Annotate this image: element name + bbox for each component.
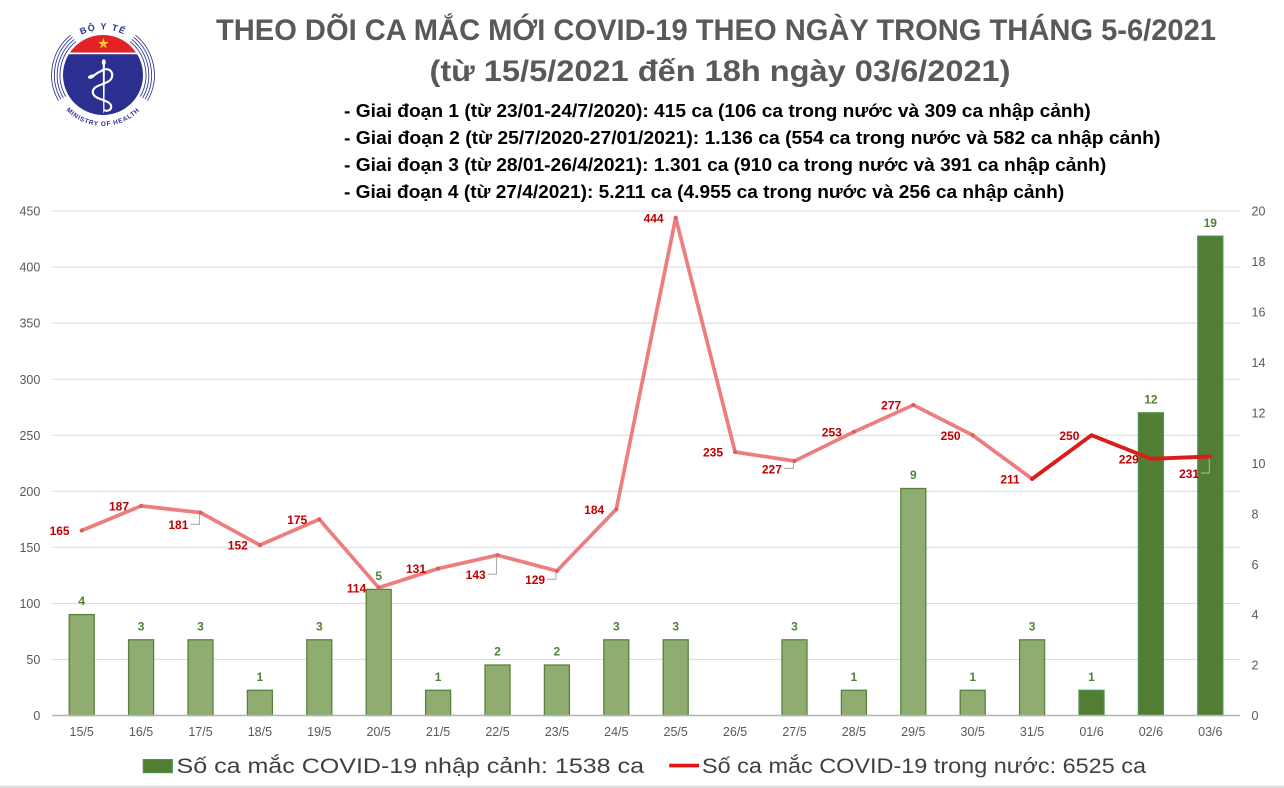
svg-text:Số ca mắc COVID-19 nhập cảnh:: Số ca mắc COVID-19 nhập cảnh: 1538 ca (177, 753, 645, 778)
svg-text:BỘ Y TẾ: BỘ Y TẾ (78, 21, 128, 37)
svg-text:22/5: 22/5 (485, 725, 509, 739)
svg-text:Số ca mắc COVID-19 trong nước:: Số ca mắc COVID-19 trong nước: 6525 ca (702, 753, 1146, 778)
svg-text:25/5: 25/5 (664, 725, 688, 739)
svg-text:1: 1 (1088, 670, 1095, 684)
svg-text:181: 181 (168, 518, 188, 532)
svg-text:16/5: 16/5 (129, 725, 153, 739)
svg-text:29/5: 29/5 (901, 725, 925, 739)
svg-text:253: 253 (822, 426, 842, 440)
svg-text:1: 1 (257, 670, 264, 684)
svg-text:250: 250 (19, 429, 40, 443)
svg-text:350: 350 (19, 317, 40, 331)
svg-text:1: 1 (969, 670, 976, 684)
svg-text:THEO DÕI CA MẮC MỚI COVID-19 T: THEO DÕI CA MẮC MỚI COVID-19 THEO NGÀY T… (216, 13, 1216, 47)
svg-text:300: 300 (19, 373, 40, 387)
svg-text:200: 200 (19, 485, 40, 499)
svg-text:03/6: 03/6 (1198, 725, 1222, 739)
svg-text:16: 16 (1252, 306, 1266, 320)
svg-text:27/5: 27/5 (782, 725, 806, 739)
svg-text:02/6: 02/6 (1139, 725, 1163, 739)
svg-text:01/6: 01/6 (1079, 725, 1103, 739)
svg-text:3: 3 (613, 619, 620, 633)
svg-text:187: 187 (109, 500, 129, 514)
svg-text:20: 20 (1252, 205, 1266, 219)
svg-text:50: 50 (26, 653, 40, 667)
svg-text:143: 143 (466, 568, 486, 582)
svg-text:4: 4 (78, 594, 85, 608)
svg-text:2: 2 (554, 645, 561, 659)
svg-text:15/5: 15/5 (70, 725, 94, 739)
svg-text:10: 10 (1252, 457, 1266, 471)
svg-text:- Giai đoạn 4 (từ 27/4/2021):: - Giai đoạn 4 (từ 27/4/2021): 5.211 ca (… (344, 181, 1064, 202)
svg-text:1: 1 (851, 670, 858, 684)
svg-text:165: 165 (50, 524, 70, 538)
svg-text:21/5: 21/5 (426, 725, 450, 739)
svg-text:6: 6 (1252, 558, 1259, 572)
svg-text:18: 18 (1252, 255, 1266, 269)
svg-text:152: 152 (228, 539, 248, 553)
svg-text:23/5: 23/5 (545, 725, 569, 739)
svg-text:114: 114 (347, 581, 367, 595)
svg-text:4: 4 (1252, 608, 1259, 622)
svg-text:129: 129 (525, 573, 545, 587)
svg-text:20/5: 20/5 (367, 725, 391, 739)
svg-text:100: 100 (19, 597, 40, 611)
svg-text:26/5: 26/5 (723, 725, 747, 739)
svg-text:24/5: 24/5 (604, 725, 628, 739)
svg-text:30/5: 30/5 (961, 725, 985, 739)
svg-text:19/5: 19/5 (307, 725, 331, 739)
svg-text:175: 175 (287, 513, 307, 527)
svg-text:12: 12 (1252, 406, 1266, 420)
svg-text:17/5: 17/5 (188, 725, 212, 739)
svg-text:2: 2 (1252, 659, 1259, 673)
svg-text:229: 229 (1119, 452, 1139, 466)
svg-text:(từ 15/5/2021 đến 18h ngày 03/: (từ 15/5/2021 đến 18h ngày 03/6/2021) (430, 55, 1011, 88)
svg-text:2: 2 (494, 645, 501, 659)
svg-text:277: 277 (881, 399, 901, 413)
svg-text:14: 14 (1252, 356, 1266, 370)
svg-text:5: 5 (375, 569, 382, 583)
svg-text:- Giai đoạn 3 (từ 28/01-26/4/2: - Giai đoạn 3 (từ 28/01-26/4/2021): 1.30… (344, 154, 1106, 175)
svg-text:12: 12 (1144, 392, 1158, 406)
svg-text:150: 150 (19, 541, 40, 555)
svg-text:444: 444 (644, 211, 664, 225)
svg-text:3: 3 (138, 619, 145, 633)
svg-text:3: 3 (672, 619, 679, 633)
svg-text:0: 0 (1252, 709, 1259, 723)
svg-text:- Giai đoạn 2 (từ 25/7/2020-27: - Giai đoạn 2 (từ 25/7/2020-27/01/2021):… (344, 127, 1160, 148)
svg-text:31/5: 31/5 (1020, 725, 1044, 739)
svg-text:400: 400 (19, 261, 40, 275)
svg-text:0: 0 (33, 709, 40, 723)
svg-text:227: 227 (762, 462, 782, 476)
svg-text:18/5: 18/5 (248, 725, 272, 739)
svg-text:3: 3 (316, 619, 323, 633)
svg-text:231: 231 (1179, 467, 1199, 481)
svg-text:19: 19 (1204, 216, 1218, 230)
svg-text:235: 235 (703, 446, 723, 460)
svg-text:131: 131 (406, 562, 426, 576)
svg-text:8: 8 (1252, 507, 1259, 521)
svg-text:3: 3 (1029, 619, 1036, 633)
svg-text:1: 1 (435, 670, 442, 684)
svg-text:28/5: 28/5 (842, 725, 866, 739)
svg-text:450: 450 (19, 205, 40, 219)
svg-text:184: 184 (584, 503, 604, 517)
svg-text:3: 3 (197, 619, 204, 633)
svg-text:250: 250 (1059, 429, 1079, 443)
svg-text:- Giai đoạn 1 (từ 23/01-24/7/2: - Giai đoạn 1 (từ 23/01-24/7/2020): 415 … (344, 100, 1091, 121)
svg-text:211: 211 (1000, 473, 1020, 487)
svg-text:9: 9 (910, 468, 917, 482)
svg-text:3: 3 (791, 619, 798, 633)
svg-text:250: 250 (941, 429, 961, 443)
